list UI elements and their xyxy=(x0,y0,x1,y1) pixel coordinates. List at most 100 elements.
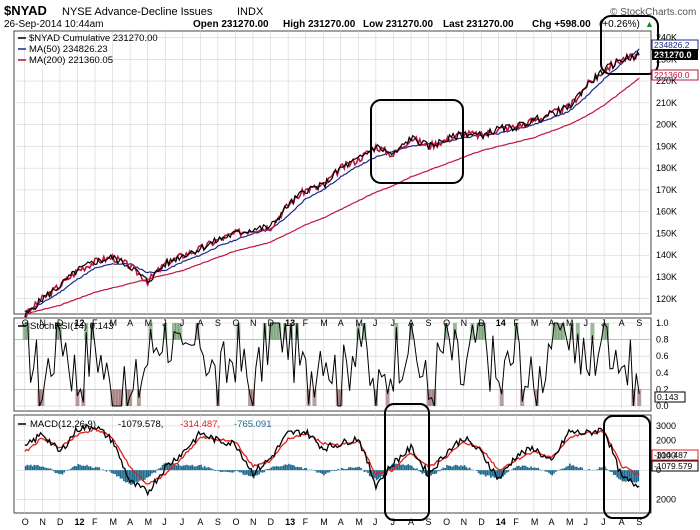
macd-histogram-bar xyxy=(560,469,562,471)
macd-histogram-bar xyxy=(353,467,355,471)
macd-histogram-bar xyxy=(216,470,218,471)
month-label: S xyxy=(426,517,432,527)
macd-histogram-bar xyxy=(303,468,306,471)
macd-histogram-bar xyxy=(177,463,180,471)
macd-histogram-bar xyxy=(372,470,374,479)
macd-histogram-bar xyxy=(498,470,501,478)
macd-histogram-bar xyxy=(181,466,183,471)
macd-histogram-bar xyxy=(219,470,222,473)
macd-histogram-bar xyxy=(184,465,187,471)
month-label: M xyxy=(531,517,539,527)
macd-histogram-bar xyxy=(247,470,250,476)
macd-histogram-bar xyxy=(258,470,260,475)
macd-histogram-bar xyxy=(460,465,462,471)
price-tick-label: 150K xyxy=(656,228,677,238)
macd-histogram-bar xyxy=(200,464,202,471)
macd-histogram-bar xyxy=(135,470,137,482)
macd-tick-label: 3000 xyxy=(656,421,676,431)
macd-tick-label: 2000 xyxy=(656,436,676,446)
macd-histogram-bar xyxy=(525,465,527,471)
macd-histogram-bar xyxy=(403,465,406,471)
macd-histogram-bar xyxy=(279,466,281,471)
macd-histogram-bar xyxy=(360,467,362,471)
rsi-oversold-fill xyxy=(113,389,118,406)
macd-histogram-bar xyxy=(567,465,569,471)
macd-histogram-bar xyxy=(175,465,178,471)
macd-histogram-bar xyxy=(491,470,494,477)
macd-histogram-bar xyxy=(152,470,155,473)
macd-histogram-bar xyxy=(563,468,566,471)
price-line xyxy=(24,50,640,318)
tag-last: 231270.0 xyxy=(654,50,692,60)
macd-tick-label: 2000 xyxy=(656,495,676,505)
macd-histogram-bar xyxy=(210,468,213,471)
macd-histogram-bar xyxy=(619,470,622,480)
macd-histogram-bar xyxy=(140,470,143,480)
month-label: A xyxy=(338,318,344,328)
price-tick-label: 220K xyxy=(656,76,677,86)
macd-histogram-bar xyxy=(65,470,67,471)
macd-histogram-bar xyxy=(421,470,424,474)
month-label: A xyxy=(127,517,133,527)
macd-histogram-bar xyxy=(411,465,413,471)
chg-arrow-icon: ▲ xyxy=(645,19,654,29)
macd-histogram-bar xyxy=(351,467,353,471)
macd-histogram-bar xyxy=(623,470,626,482)
macd-histogram-bar xyxy=(214,470,216,471)
macd-histogram-bar xyxy=(402,464,404,471)
macd-histogram-bar xyxy=(625,470,627,482)
rsi-overbought-fill xyxy=(409,323,413,340)
month-label: A xyxy=(197,318,203,328)
month-label: N xyxy=(39,517,46,527)
macd-histogram-bar xyxy=(28,465,30,471)
macd-histogram-bar xyxy=(396,463,399,471)
rsi-overbought-fill xyxy=(590,323,595,340)
macd-histogram-bar xyxy=(332,470,334,471)
month-label: M xyxy=(566,318,574,328)
month-label: A xyxy=(338,517,344,527)
rsi-overbought-fill xyxy=(575,323,580,340)
macd-histogram-bar xyxy=(151,470,153,474)
macd-histogram-bar xyxy=(93,467,95,471)
macd-histogram-bar xyxy=(605,468,608,471)
macd-histogram-bar xyxy=(479,470,482,475)
symbol-title: $NYAD xyxy=(4,3,47,18)
macd-histogram-bar xyxy=(326,470,329,473)
macd-histogram-bar xyxy=(521,465,524,471)
open-label: Open 231270.00 xyxy=(193,19,269,30)
macd-histogram-bar xyxy=(497,470,499,480)
macd-histogram-bar xyxy=(86,464,88,471)
macd-histogram-bar xyxy=(105,470,108,472)
macd-histogram-bar xyxy=(128,470,130,484)
macd-histogram-bar xyxy=(319,470,322,474)
rsi-overbought-fill xyxy=(561,323,566,340)
macd-histogram-bar xyxy=(174,463,176,471)
macd-histogram-bar xyxy=(317,470,320,473)
macd-histogram-bar xyxy=(253,470,255,479)
macd-histogram-bar xyxy=(72,466,74,471)
month-label: J xyxy=(180,517,185,527)
macd-histogram-bar xyxy=(323,470,325,476)
macd-histogram-bar xyxy=(198,464,201,471)
macd-histogram-bar xyxy=(549,470,552,475)
macd-histogram-bar xyxy=(179,465,181,471)
macd-histogram-bar xyxy=(310,469,313,471)
ma200-line xyxy=(24,77,640,315)
price-tick-label: 130K xyxy=(656,272,677,282)
month-label: J xyxy=(373,517,378,527)
macd-histogram-bar xyxy=(109,470,111,472)
macd-histogram-bar xyxy=(114,470,116,475)
macd-histogram-bar xyxy=(205,467,208,471)
macd-histogram-bar xyxy=(237,470,239,472)
macd-histogram-bar xyxy=(242,470,245,475)
month-label: D xyxy=(57,318,64,328)
macd-histogram-bar xyxy=(298,467,301,471)
rsi-overbought-fill xyxy=(470,323,475,340)
month-label: O xyxy=(232,517,239,527)
month-label: D xyxy=(478,318,485,328)
macd-histogram-bar xyxy=(475,470,478,471)
macd-histogram-bar xyxy=(544,470,547,472)
macd-histogram-bar xyxy=(576,466,578,471)
macd-histogram-bar xyxy=(37,464,39,471)
macd-tag-signal: -314.487 xyxy=(654,450,688,460)
